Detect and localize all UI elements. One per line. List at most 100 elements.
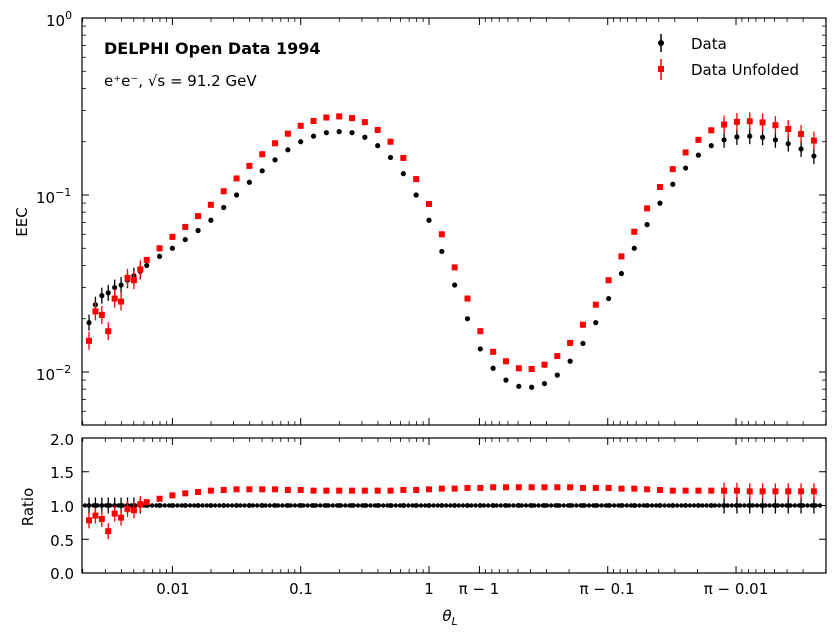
unfolded-point <box>477 328 484 335</box>
data-point <box>272 157 278 163</box>
ratio-baseline-dot <box>792 503 797 508</box>
unfolded-point <box>143 256 150 263</box>
ratio-baseline-dot <box>166 503 172 508</box>
ratio-tick-0: 0.0 <box>50 565 74 583</box>
ratio-baseline-dot <box>368 503 373 508</box>
ratio-baseline-dot <box>150 503 155 508</box>
unfolded-point <box>746 118 753 125</box>
data-ratio-point <box>811 503 817 508</box>
data-point <box>580 340 586 347</box>
data-point <box>323 130 329 136</box>
data-point <box>593 320 599 326</box>
data-ratio-point <box>375 503 381 508</box>
unfolded-ratio-point <box>464 484 471 491</box>
ratio-baseline-dot <box>675 503 680 508</box>
unfolded-point <box>579 321 586 328</box>
unfolded-ratio-point <box>772 488 779 495</box>
unfolded-ratio-point <box>592 484 599 491</box>
data-point <box>464 316 471 322</box>
data-point <box>657 200 663 206</box>
chart-subtitle: e⁺e⁻, √s = 91.2 GeV <box>104 72 257 90</box>
ratio-baseline-dot <box>179 503 184 508</box>
ratio-baseline-dot <box>700 503 705 508</box>
ratio-baseline-dot <box>469 503 474 508</box>
ratio-baseline-dot <box>280 503 285 508</box>
data-ratio-point <box>452 503 458 508</box>
ratio-baseline-dot <box>599 503 604 508</box>
unfolded-point <box>810 137 817 144</box>
unfolded-ratio-point <box>413 486 420 493</box>
unfolded-point <box>451 264 458 271</box>
data-point <box>298 139 304 145</box>
data-point <box>618 270 625 277</box>
data-point <box>259 168 265 174</box>
unfolded-ratio-point <box>682 487 689 494</box>
unfolded-point <box>297 122 304 129</box>
data-ratio-point <box>311 503 316 508</box>
data-point <box>112 284 118 291</box>
data-point <box>156 253 163 259</box>
unfolded-ratio-point <box>567 484 574 491</box>
unfolded-point <box>708 127 715 134</box>
unfolded-point <box>721 121 728 128</box>
unfolded-point <box>361 119 368 126</box>
data-ratio-point <box>631 503 637 508</box>
ratio-baseline-dot <box>267 503 272 508</box>
data-ratio-point <box>760 503 765 508</box>
x-tick-0.01: 0.01 <box>156 580 189 598</box>
data-ratio-point <box>400 503 406 508</box>
unfolded-point <box>86 337 93 344</box>
unfolded-ratio-point <box>143 499 150 506</box>
legend-entry-data: Data <box>658 34 727 53</box>
ratio-baseline-dot <box>549 503 554 508</box>
unfolded-point <box>798 131 805 138</box>
data-ratio-point <box>785 503 791 508</box>
ratio-baseline-dot <box>654 503 659 508</box>
unfolded-point <box>156 245 163 252</box>
unfolded-ratio-point <box>477 484 484 491</box>
ratio-baseline-dot <box>200 503 205 508</box>
data-point <box>490 365 496 371</box>
ratio-baseline-dot <box>431 503 436 508</box>
y-tick-label-1e-1: 10−1 <box>36 186 71 207</box>
unfolded-point <box>438 231 445 238</box>
unfolded-point <box>272 140 279 147</box>
data-ratio-point <box>490 503 496 508</box>
unfolded-ratio-point <box>182 490 189 497</box>
unfolded-ratio-point <box>605 484 612 491</box>
data-point <box>798 146 804 152</box>
ratio-baseline-dot <box>738 503 743 508</box>
x-tick-pi-minus-0.01: π − 0.01 <box>704 580 769 598</box>
ratio-baseline-dot <box>242 503 247 508</box>
unfolded-point <box>220 188 227 195</box>
data-point <box>541 380 548 387</box>
data-ratio-point <box>349 503 355 508</box>
data-ratio-point <box>747 503 753 508</box>
unfolded-ratio-point <box>554 484 561 491</box>
data-ratio-point <box>285 503 291 508</box>
unfolded-ratio-point <box>220 486 227 493</box>
unfolded-point <box>772 122 779 129</box>
unfolded-ratio-point <box>387 487 394 494</box>
data-point <box>285 147 291 153</box>
unfolded-point <box>98 311 105 318</box>
ratio-baseline-dot <box>225 503 230 508</box>
unfolded-ratio-point <box>644 486 651 493</box>
chart-title: DELPHI Open Data 1994 <box>104 39 321 58</box>
data-ratio-point <box>105 503 111 508</box>
unfolded-ratio-point <box>98 516 105 522</box>
ratio-baseline-dot <box>292 503 298 508</box>
data-point <box>567 358 573 364</box>
ratio-baseline-dot <box>418 503 424 508</box>
x-tick-pi-minus-0.1: π − 0.1 <box>580 580 635 598</box>
unfolded-point <box>682 149 689 156</box>
data-ratio-point <box>708 503 714 508</box>
ratio-baseline-dot <box>586 503 592 508</box>
data-ratio-point <box>388 503 393 508</box>
ratio-baseline-dot <box>729 503 734 508</box>
ratio-baseline-dot <box>204 503 209 508</box>
unfolded-ratio-point <box>124 505 131 512</box>
data-point <box>708 143 714 149</box>
data-point <box>811 153 817 159</box>
data-ratio-point <box>529 503 535 508</box>
